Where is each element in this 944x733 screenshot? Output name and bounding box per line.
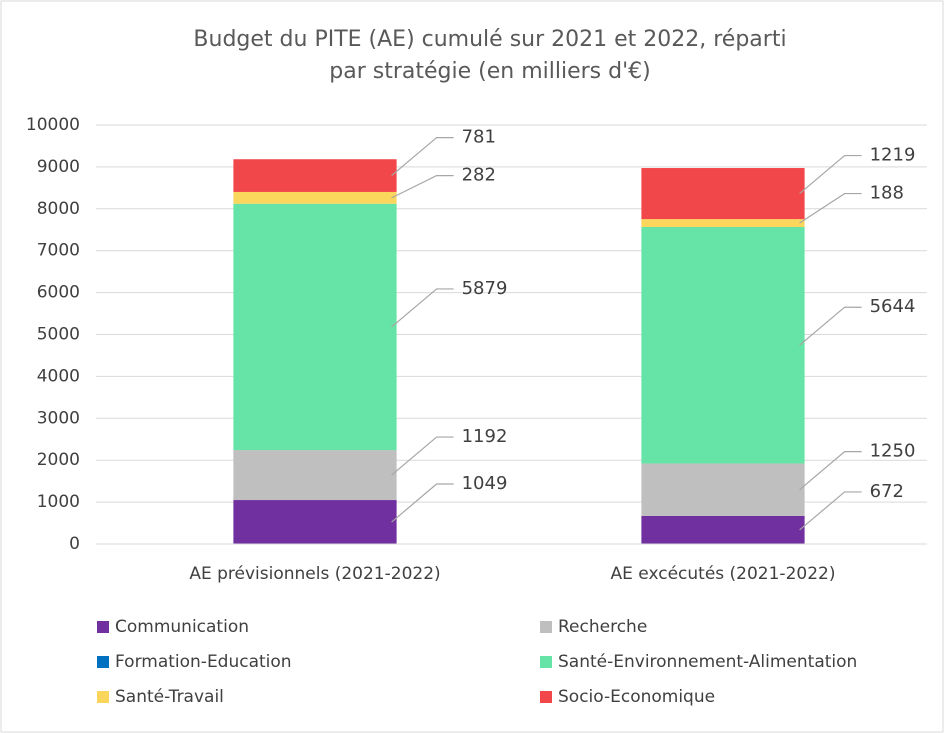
legend-label: Communication [115, 617, 249, 637]
data-label: 1250 [870, 441, 916, 462]
legend-label: Recherche [558, 617, 647, 637]
bar-segment [233, 191, 397, 204]
bar-segment [233, 450, 397, 501]
y-tick-label: 2000 [37, 450, 80, 470]
leader-line [799, 451, 862, 491]
data-label: 5644 [870, 296, 916, 317]
leader-line [799, 192, 862, 224]
y-tick-label: 0 [69, 534, 80, 554]
y-tick-label: 7000 [37, 241, 80, 261]
leader-line [391, 174, 454, 199]
bar-segment [233, 500, 397, 544]
chart-title: par stratégie (en milliers d'€) [329, 59, 650, 84]
bar-segment [641, 168, 805, 220]
data-label: 282 [462, 165, 496, 186]
legend-swatch [540, 621, 552, 633]
data-label: 1219 [870, 145, 916, 166]
x-tick-label: AE prévisionnels (2021-2022) [189, 564, 440, 584]
y-tick-label: 10000 [26, 115, 80, 135]
data-label: 1192 [462, 426, 508, 447]
y-tick-label: 8000 [37, 199, 80, 219]
y-tick-label: 6000 [37, 283, 80, 303]
leader-line [799, 154, 862, 195]
leader-line [391, 136, 454, 177]
bar-segment [641, 219, 805, 227]
bar-segment [233, 159, 397, 192]
legend-swatch [97, 621, 109, 633]
legend-label: Santé-Environnement-Alimentation [558, 652, 857, 672]
data-label: 1049 [462, 473, 508, 494]
bar-segment [641, 226, 805, 464]
legend-label: Santé-Travail [115, 687, 224, 707]
x-tick-label: AE excécutés (2021-2022) [611, 564, 836, 584]
y-tick-label: 1000 [37, 492, 80, 512]
leader-line [799, 491, 862, 531]
data-label: 672 [870, 481, 904, 502]
legend-label: Socio-Economique [558, 687, 715, 707]
leader-line [391, 436, 454, 476]
bar-segment [233, 203, 397, 451]
legend-swatch [540, 691, 552, 703]
leader-line [391, 483, 454, 523]
bar-segment [641, 463, 805, 516]
leader-line [391, 288, 454, 328]
data-label: 781 [462, 127, 496, 148]
y-tick-label: 3000 [37, 408, 80, 428]
legend-label: Formation-Education [115, 652, 292, 672]
data-label: 188 [870, 183, 904, 204]
y-tick-label: 9000 [37, 157, 80, 177]
legend-swatch [540, 656, 552, 668]
y-tick-label: 5000 [37, 325, 80, 345]
bar-segment [641, 515, 805, 544]
legend-swatch [97, 656, 109, 668]
leader-line [799, 306, 862, 346]
chart-title: Budget du PITE (AE) cumulé sur 2021 et 2… [193, 27, 786, 52]
y-tick-label: 4000 [37, 366, 80, 386]
legend-swatch [97, 691, 109, 703]
data-label: 5879 [462, 278, 508, 299]
